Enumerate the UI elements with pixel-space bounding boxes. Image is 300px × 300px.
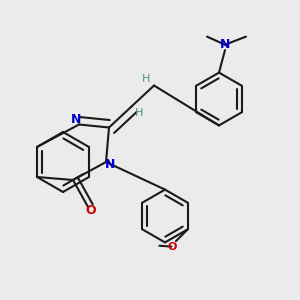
Text: O: O [86,203,96,217]
Text: H: H [142,74,151,85]
Text: N: N [220,38,230,51]
Text: O: O [168,242,177,252]
Text: N: N [105,158,116,172]
Text: H: H [135,107,143,118]
Text: N: N [71,113,81,127]
